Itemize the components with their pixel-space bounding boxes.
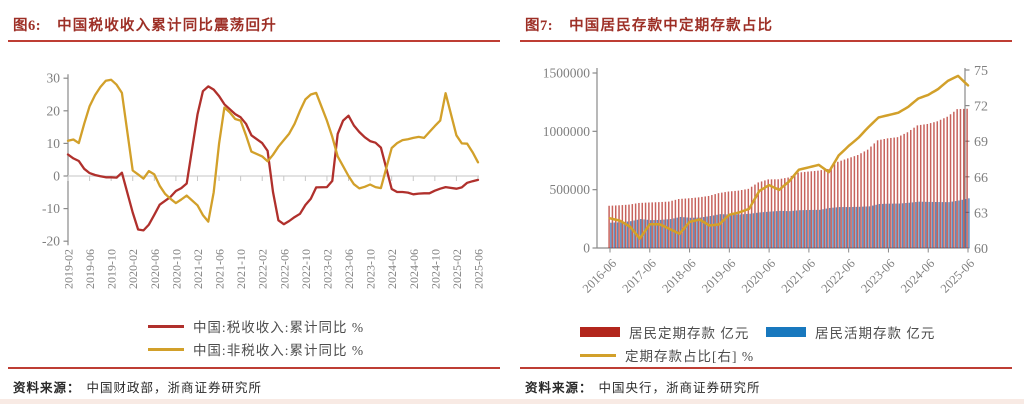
svg-text:2019-10: 2019-10 (105, 249, 119, 289)
fig6-title-rule (8, 40, 500, 42)
fig7-source-text: 中国央行，浙商证券研究所 (598, 381, 761, 395)
fig7-source-rule (520, 367, 1012, 369)
fig7-source: 资料来源： 中国央行，浙商证券研究所 (525, 377, 1018, 396)
fig6-title: 图6: 中国税收收入累计同比震荡回升 (13, 14, 502, 35)
svg-text:10: 10 (47, 136, 61, 151)
svg-text:-10: -10 (42, 201, 60, 216)
svg-text:500000: 500000 (550, 182, 591, 197)
svg-text:20: 20 (47, 103, 61, 118)
svg-text:2019-06: 2019-06 (83, 249, 97, 289)
fig6-legend: 中国:税收收入:累计同比 % 中国:非税收入:累计同比 % (0, 316, 512, 359)
svg-text:0: 0 (53, 169, 60, 184)
fig7-legend: 居民定期存款 亿元 居民活期存款 亿元 定期存款占比[右] % (580, 322, 980, 365)
svg-text:2021-06: 2021-06 (213, 249, 227, 289)
fig6-source-text: 中国财政部，浙商证券研究所 (86, 381, 263, 395)
svg-text:2023-06: 2023-06 (342, 249, 356, 289)
demand-deposit-label: 居民活期存款 亿元 (815, 326, 936, 341)
svg-text:75: 75 (974, 64, 988, 79)
fig6-title-text: 中国税收收入累计同比震荡回升 (57, 18, 277, 34)
panel-tax-revenue: 图6: 中国税收收入累计同比震荡回升 30 20 10 0 -10 -20 2019-02 20… (0, 14, 512, 396)
legend-item-nontax: 中国:非税收入:累计同比 % (147, 339, 365, 359)
svg-text:2021-02: 2021-02 (191, 249, 205, 289)
svg-text:60: 60 (974, 242, 988, 257)
next-section-edge (0, 399, 1024, 404)
svg-text:2022-10: 2022-10 (299, 249, 313, 289)
time-deposit-label: 居民定期存款 亿元 (629, 326, 750, 341)
svg-text:2024-10: 2024-10 (428, 249, 442, 289)
svg-text:2022-06: 2022-06 (818, 256, 857, 295)
fig7-title: 图7: 中国居民存款中定期存款占比 (525, 14, 1014, 35)
svg-text:2020-06: 2020-06 (148, 249, 162, 289)
svg-text:1000000: 1000000 (543, 124, 591, 139)
time-deposit-swatch (580, 327, 620, 337)
svg-text:2021-10: 2021-10 (234, 249, 248, 289)
nontax-series-swatch (147, 347, 184, 351)
svg-text:2023-06: 2023-06 (858, 256, 897, 295)
svg-text:2024-06: 2024-06 (407, 249, 421, 289)
svg-text:2019-02: 2019-02 (62, 249, 76, 289)
fig7-label: 图7: (525, 18, 554, 34)
tax-series-swatch (147, 324, 184, 328)
svg-text:2024-06: 2024-06 (898, 256, 937, 295)
svg-text:2018-06: 2018-06 (659, 256, 698, 295)
svg-text:2022-02: 2022-02 (256, 249, 270, 289)
svg-text:2023-02: 2023-02 (320, 249, 334, 289)
svg-text:-20: -20 (42, 234, 60, 249)
svg-text:2020-06: 2020-06 (739, 256, 778, 295)
svg-text:2021-06: 2021-06 (779, 256, 818, 295)
fig6-source-rule (8, 367, 500, 369)
legend-item-time-deposit: 居民定期存款 亿元 (580, 322, 766, 342)
svg-text:69: 69 (974, 135, 988, 150)
svg-text:2020-10: 2020-10 (169, 249, 183, 289)
fig6-source-label: 资料来源： (13, 381, 81, 395)
deposit-bar-line-chart: 0 500000 1000000 1500000 60 63 66 69 72 75 2016-06… (543, 64, 988, 296)
fig6-label: 图6: (13, 18, 42, 34)
svg-text:66: 66 (974, 171, 988, 186)
svg-text:2025-06: 2025-06 (472, 249, 486, 289)
time-share-label: 定期存款占比[右] % (625, 349, 755, 364)
svg-text:2022-06: 2022-06 (277, 249, 291, 289)
legend-item-tax: 中国:税收收入:累计同比 % (147, 316, 365, 336)
svg-text:2025-06: 2025-06 (938, 256, 977, 295)
panel-household-deposits: 图7: 中国居民存款中定期存款占比 0 500000 1000000 1500000 60… (512, 0, 1024, 404)
legend-item-demand-deposit: 居民活期存款 亿元 (766, 322, 980, 342)
svg-text:30: 30 (47, 71, 61, 86)
svg-text:1500000: 1500000 (543, 66, 591, 81)
tax-series-label: 中国:税收收入:累计同比 % (192, 320, 365, 335)
svg-text:2016-06: 2016-06 (580, 256, 619, 295)
svg-text:72: 72 (974, 100, 988, 115)
demand-deposit-swatch (766, 327, 806, 337)
fig7-source-label: 资料来源： (525, 381, 593, 395)
svg-text:2023-10: 2023-10 (364, 249, 378, 289)
svg-text:2017-06: 2017-06 (620, 256, 659, 295)
svg-text:2025-02: 2025-02 (450, 249, 464, 289)
fig6-source: 资料来源： 中国财政部，浙商证券研究所 (13, 377, 506, 396)
svg-text:2020-02: 2020-02 (126, 249, 140, 289)
time-share-swatch (580, 353, 616, 357)
svg-text:0: 0 (583, 241, 590, 256)
svg-text:2019-06: 2019-06 (699, 256, 738, 295)
fig7-title-rule (520, 40, 1012, 42)
svg-text:63: 63 (974, 206, 988, 221)
nontax-series-label: 中国:非税收入:累计同比 % (192, 343, 365, 358)
svg-text:2024-02: 2024-02 (385, 249, 399, 289)
legend-item-time-share: 定期存款占比[右] % (580, 345, 766, 365)
fig7-title-text: 中国居民存款中定期存款占比 (569, 18, 774, 34)
